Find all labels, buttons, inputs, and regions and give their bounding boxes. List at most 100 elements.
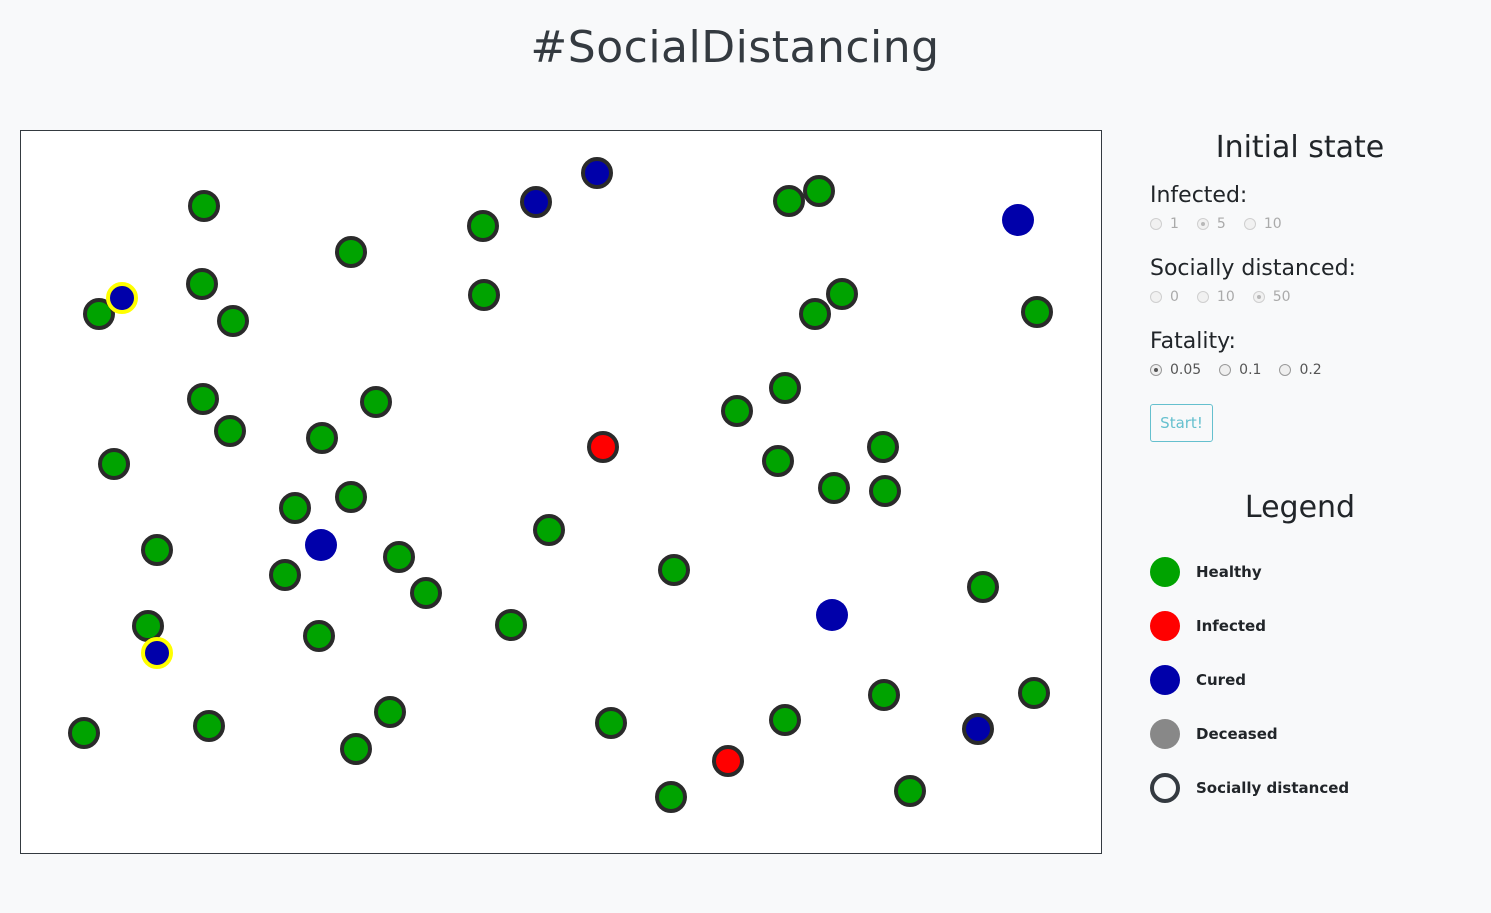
- fatality-option[interactable]: 0.1: [1219, 362, 1261, 378]
- person-healthy: [655, 781, 687, 813]
- person-cured: [106, 282, 138, 314]
- person-healthy: [214, 415, 246, 447]
- socially-distanced-label: Socially distanced:: [1150, 256, 1356, 281]
- person-healthy: [1021, 296, 1053, 328]
- person-healthy: [803, 175, 835, 207]
- legend-label: Cured: [1196, 671, 1246, 689]
- person-healthy: [867, 431, 899, 463]
- legend-label: Socially distanced: [1196, 779, 1350, 797]
- fatality-option-label: 0.1: [1239, 362, 1262, 378]
- person-healthy: [83, 298, 115, 330]
- legend-item: Healthy: [1150, 557, 1450, 587]
- infected-option-label: 5: [1216, 216, 1226, 232]
- radio-icon[interactable]: [1150, 364, 1162, 376]
- person-healthy: [826, 278, 858, 310]
- person-cured: [141, 637, 173, 669]
- deceased-dot-icon: [1150, 719, 1180, 749]
- socially-distanced-option[interactable]: 10: [1196, 289, 1235, 305]
- person-healthy: [186, 268, 218, 300]
- socially-distanced-option[interactable]: 50: [1252, 289, 1291, 305]
- infected-label: Infected:: [1150, 183, 1248, 208]
- person-healthy: [217, 305, 249, 337]
- person-healthy: [335, 481, 367, 513]
- person-healthy: [303, 620, 335, 652]
- person-healthy: [773, 185, 805, 217]
- simulation-svg: [68, 157, 1053, 813]
- start-button[interactable]: Start!: [1150, 404, 1213, 442]
- person-healthy: [868, 679, 900, 711]
- person-healthy: [269, 559, 301, 591]
- person-healthy: [721, 395, 753, 427]
- healthy-dot-icon: [1150, 557, 1180, 587]
- cured-dot-icon: [1150, 665, 1180, 695]
- person-healthy: [360, 386, 392, 418]
- radio-icon[interactable]: [1196, 291, 1209, 303]
- person-cured: [581, 157, 613, 189]
- fatality-group: Fatality: 0.05 0.1 0.2: [1150, 329, 1450, 380]
- person-healthy: [193, 710, 225, 742]
- radio-icon[interactable]: [1150, 291, 1162, 303]
- person-healthy: [279, 492, 311, 524]
- socially-distanced-option-label: 50: [1272, 289, 1291, 305]
- person-cured: [520, 186, 552, 218]
- fatality-options: 0.05 0.1 0.2: [1150, 360, 1450, 380]
- radio-icon[interactable]: [1219, 364, 1232, 376]
- infected-dot-icon: [1150, 611, 1180, 641]
- socially-distanced-group: Socially distanced: 0 10 50: [1150, 256, 1450, 307]
- fatality-label: Fatality:: [1150, 329, 1236, 354]
- person-healthy: [132, 610, 164, 642]
- socially-distanced-options: 0 10 50: [1150, 287, 1450, 307]
- person-healthy: [967, 571, 999, 603]
- person-healthy: [769, 704, 801, 736]
- legend-item: Deceased: [1150, 719, 1450, 749]
- person-infected: [712, 745, 744, 777]
- simulation-canvas: [20, 130, 1102, 854]
- infected-group: Infected: 1 5 10: [1150, 183, 1450, 234]
- person-healthy: [818, 472, 850, 504]
- person-healthy: [869, 475, 901, 507]
- socially-distanced-option-label: 0: [1170, 289, 1179, 305]
- person-healthy: [533, 514, 565, 546]
- legend-label: Infected: [1196, 617, 1266, 635]
- person-healthy: [335, 236, 367, 268]
- fatality-option-label: 0.05: [1170, 362, 1202, 378]
- socially-distanced-option[interactable]: 0: [1150, 289, 1179, 305]
- infected-option[interactable]: 1: [1150, 216, 1179, 232]
- person-healthy: [658, 554, 690, 586]
- person-healthy: [383, 541, 415, 573]
- infected-option[interactable]: 10: [1243, 216, 1282, 232]
- infected-option[interactable]: 5: [1196, 216, 1226, 232]
- control-panel: Initial state Infected: 1 5 10 Socially di…: [1150, 130, 1450, 803]
- initial-state-title: Initial state: [1215, 130, 1385, 165]
- person-healthy: [374, 696, 406, 728]
- fatality-option-label: 0.2: [1299, 362, 1322, 378]
- fatality-option[interactable]: 0.05: [1150, 362, 1201, 378]
- person-healthy: [762, 445, 794, 477]
- infected-option-label: 1: [1170, 216, 1179, 232]
- person-healthy: [187, 383, 219, 415]
- person-healthy: [141, 534, 173, 566]
- person-cured: [305, 529, 337, 561]
- legend-label: Deceased: [1196, 725, 1278, 743]
- legend-title: Legend: [1244, 490, 1356, 525]
- person-healthy: [1018, 677, 1050, 709]
- person-healthy: [68, 717, 100, 749]
- legend-item: Infected: [1150, 611, 1450, 641]
- fatality-option[interactable]: 0.2: [1279, 362, 1322, 378]
- person-healthy: [306, 422, 338, 454]
- radio-icon[interactable]: [1279, 364, 1292, 376]
- radio-icon[interactable]: [1150, 218, 1162, 230]
- person-healthy: [799, 298, 831, 330]
- radio-icon[interactable]: [1252, 291, 1265, 303]
- page-title: #SocialDistancing: [530, 22, 940, 73]
- radio-icon[interactable]: [1196, 218, 1209, 230]
- person-cured: [962, 713, 994, 745]
- socially-distanced-ring-icon: [1150, 773, 1180, 803]
- radio-icon[interactable]: [1243, 218, 1256, 230]
- person-healthy: [467, 210, 499, 242]
- person-cured: [1002, 204, 1034, 236]
- legend-label: Healthy: [1196, 563, 1262, 581]
- legend: Healthy Infected Cured Deceased Socially dis…: [1150, 557, 1450, 803]
- legend-item: Socially distanced: [1150, 773, 1450, 803]
